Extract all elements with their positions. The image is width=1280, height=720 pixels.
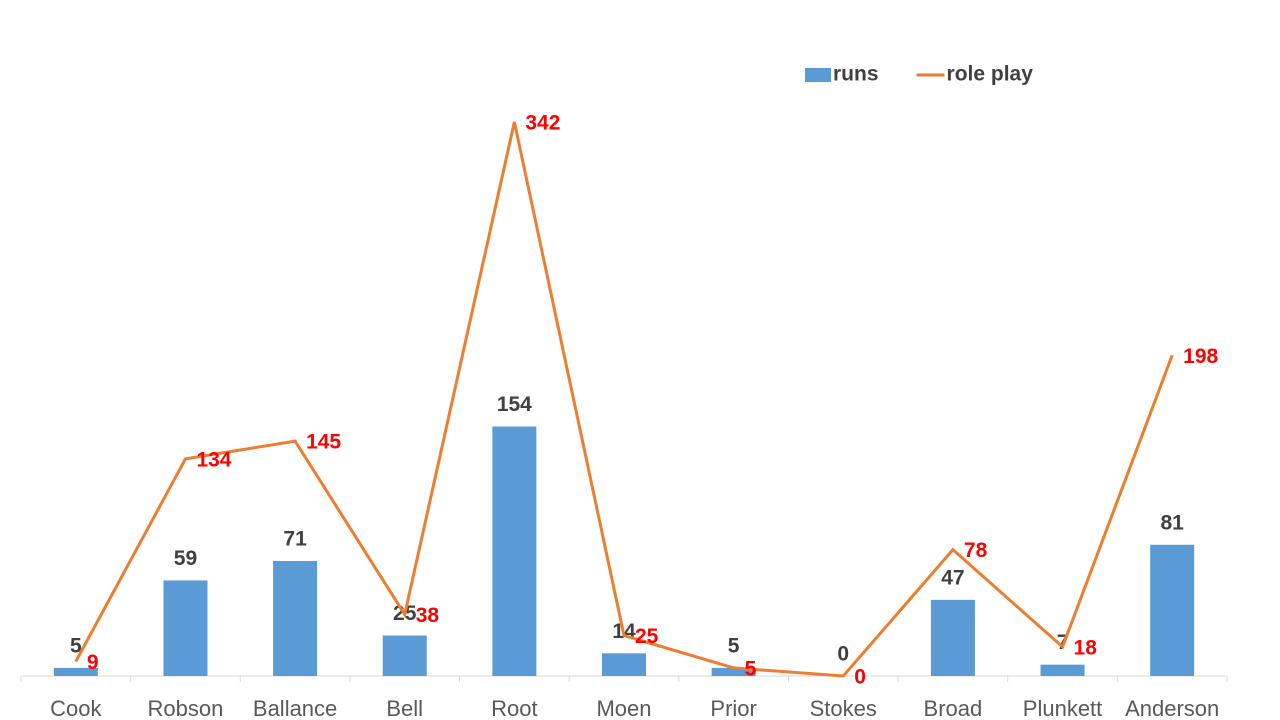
- line-label: 18: [1074, 636, 1098, 659]
- x-tick-label: Moen: [596, 696, 651, 720]
- legend-swatch: [805, 68, 831, 82]
- bar-label: 81: [1161, 511, 1185, 534]
- x-tick-label: Plunkett: [1023, 696, 1103, 720]
- bar: [273, 560, 318, 676]
- line-label: 5: [745, 657, 757, 680]
- x-tick-label: Root: [491, 696, 537, 720]
- bar: [711, 667, 756, 676]
- line-label: 38: [416, 604, 440, 627]
- line-label: 145: [306, 431, 341, 454]
- legend-label: role play: [947, 63, 1034, 86]
- x-tick-label: Ballance: [253, 696, 337, 720]
- bar-label: 59: [174, 547, 197, 570]
- x-tick-label: Robson: [148, 696, 224, 720]
- x-tick-label: Bell: [386, 696, 423, 720]
- bar: [602, 653, 646, 676]
- bar-label: 47: [941, 566, 964, 589]
- bar-label: 5: [70, 634, 82, 657]
- bar-label: 154: [497, 393, 532, 416]
- line-label: 9: [87, 651, 99, 674]
- line: [74, 121, 1174, 678]
- legend-label: runs: [833, 63, 879, 86]
- x-tick-label: Anderson: [1125, 696, 1219, 720]
- bar: [1150, 544, 1195, 676]
- line-label: 198: [1183, 345, 1218, 368]
- line-label: 25: [635, 625, 659, 648]
- x-tick-label: Prior: [710, 696, 756, 720]
- x-tick-label: Cook: [50, 696, 102, 720]
- x-tick-label: Broad: [924, 696, 983, 720]
- line-label: 0: [854, 666, 866, 689]
- bar: [930, 599, 975, 676]
- bar-label: 0: [837, 643, 849, 666]
- bar-label: 71: [283, 528, 307, 551]
- bar-label: 5: [728, 634, 740, 657]
- line-label: 342: [525, 112, 560, 135]
- bar: [492, 426, 537, 676]
- bar: [163, 580, 208, 676]
- bar: [53, 667, 98, 676]
- x-tick-label: Stokes: [810, 696, 877, 720]
- bar: [382, 635, 427, 676]
- bar: [1040, 664, 1085, 676]
- line-label: 134: [196, 448, 231, 471]
- line-label: 78: [964, 539, 988, 562]
